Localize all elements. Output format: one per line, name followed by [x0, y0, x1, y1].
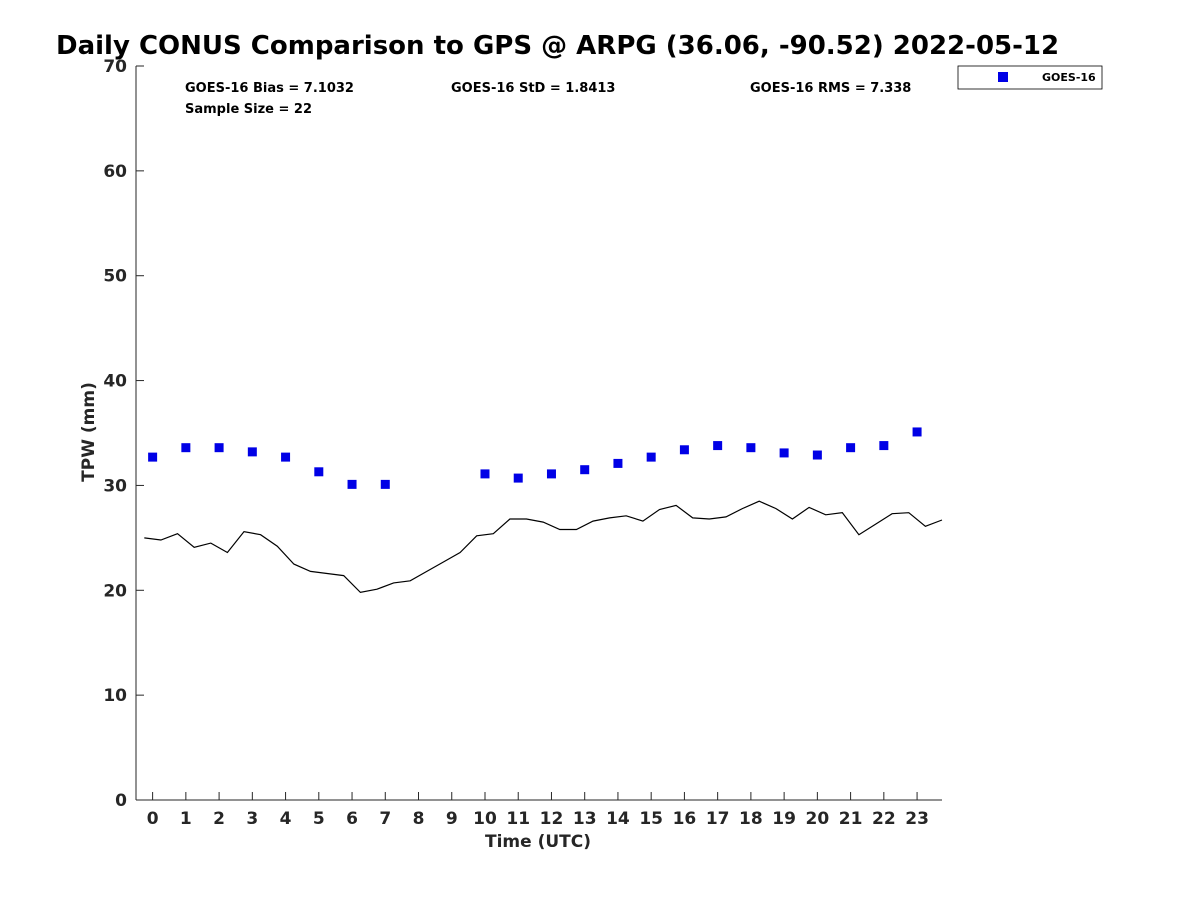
- x-axis-label: Time (UTC): [485, 832, 591, 852]
- x-tick-label: 14: [606, 809, 630, 829]
- x-tick-label: 21: [839, 809, 863, 829]
- y-tick-label: 10: [103, 686, 127, 706]
- x-tick-label: 11: [506, 809, 530, 829]
- x-tick-label: 6: [346, 809, 358, 829]
- data-point-goes16: [912, 427, 922, 437]
- data-point-goes16: [247, 447, 257, 457]
- stat-rms: GOES-16 RMS = 7.338: [750, 81, 911, 96]
- stats-block: GOES-16 Bias = 7.1032 GOES-16 StD = 1.84…: [185, 81, 911, 117]
- x-tick-label: 10: [473, 809, 497, 829]
- data-point-goes16: [480, 469, 490, 479]
- x-tick-label: 15: [639, 809, 663, 829]
- x-tick-label: 1: [180, 809, 192, 829]
- stat-sample-size: Sample Size = 22: [185, 102, 312, 117]
- x-tick-label: 0: [147, 809, 159, 829]
- data-point-goes16: [214, 443, 224, 453]
- data-point-goes16: [580, 465, 590, 475]
- y-tick-label: 70: [103, 57, 127, 77]
- axes: [135, 66, 942, 801]
- y-tick-label: 20: [103, 581, 127, 601]
- legend-label-goes16: GOES-16: [1042, 71, 1096, 84]
- chart-title: Daily CONUS Comparison to GPS @ ARPG (36…: [56, 31, 1059, 61]
- x-tick-label: 8: [413, 809, 425, 829]
- data-point-goes16: [646, 452, 656, 462]
- y-tick-label: 50: [103, 267, 127, 287]
- y-axis-label: TPW (mm): [79, 382, 99, 482]
- y-tick-label: 0: [115, 791, 127, 811]
- series-layer: [144, 427, 943, 594]
- x-tick-label: 22: [872, 809, 896, 829]
- data-point-goes16: [148, 452, 158, 462]
- legend-box: [957, 65, 1103, 90]
- x-tick-label: 12: [540, 809, 564, 829]
- x-tick-label: 9: [446, 809, 458, 829]
- stat-bias: GOES-16 Bias = 7.1032: [185, 81, 354, 96]
- data-point-goes16: [281, 452, 291, 462]
- x-tick-label: 18: [739, 809, 763, 829]
- y-tick-label: 60: [103, 162, 127, 182]
- x-tick-label: 23: [905, 809, 929, 829]
- data-point-goes16: [879, 441, 889, 451]
- x-tick-label: 17: [706, 809, 730, 829]
- x-tick-label: 16: [673, 809, 697, 829]
- data-point-goes16: [613, 458, 623, 468]
- y-axis: 0 10 20 30 40 50 60 70: [103, 57, 144, 811]
- x-tick-label: 3: [246, 809, 258, 829]
- y-tick-label: 40: [103, 372, 127, 392]
- legend: GOES-16: [957, 65, 1103, 90]
- x-tick-label: 13: [573, 809, 597, 829]
- data-point-goes16: [679, 445, 689, 455]
- data-point-goes16: [314, 467, 324, 477]
- data-point-goes16: [181, 443, 191, 453]
- x-tick-label: 4: [280, 809, 292, 829]
- data-point-goes16: [513, 473, 523, 483]
- data-point-goes16: [812, 450, 822, 460]
- data-point-goes16: [380, 479, 390, 489]
- x-tick-label: 5: [313, 809, 325, 829]
- x-axis: 0 1 2 3 4 5 6 7 8 9 10 11 12 13 14 15 16 17 18 19 20 21 22 23: [147, 792, 929, 829]
- data-point-goes16: [846, 443, 856, 453]
- legend-marker-goes16: [998, 72, 1008, 82]
- x-tick-label: 19: [772, 809, 796, 829]
- data-point-goes16: [546, 469, 556, 479]
- data-point-goes16: [713, 441, 723, 451]
- x-tick-label: 7: [379, 809, 391, 829]
- y-tick-label: 30: [103, 476, 127, 496]
- stat-std: GOES-16 StD = 1.8413: [451, 81, 615, 96]
- series-line-gps: [144, 500, 943, 594]
- data-point-goes16: [779, 448, 789, 458]
- data-point-goes16: [746, 443, 756, 453]
- x-tick-label: 2: [213, 809, 225, 829]
- data-point-goes16: [347, 479, 357, 489]
- x-tick-label: 20: [806, 809, 830, 829]
